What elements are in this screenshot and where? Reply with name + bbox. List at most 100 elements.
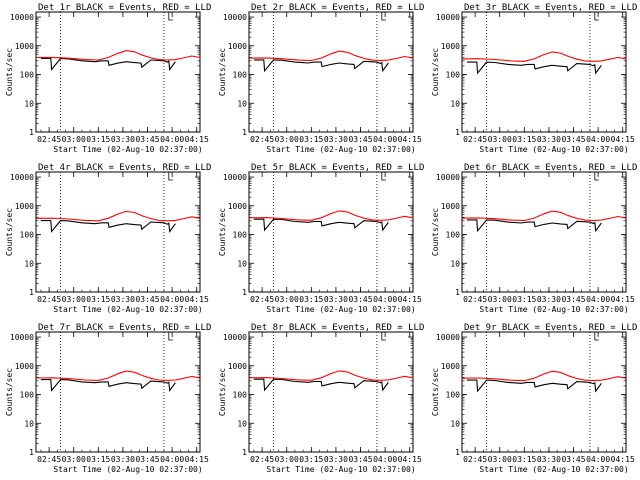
interval-marker	[168, 12, 173, 21]
y-tick-label: 10	[237, 419, 247, 428]
plot-frame	[248, 171, 414, 293]
x-tick-label: 03:45	[348, 135, 372, 144]
y-tick-label: 10000	[436, 333, 460, 342]
detector-panel-9: Det 9r BLACK = Events, RED = LLD 1 10 100 10…	[426, 320, 639, 480]
y-tick-label: 100	[20, 391, 35, 400]
interval-marker	[381, 332, 386, 341]
plot-frame	[461, 331, 627, 453]
detector-panel-1: Det 1r BLACK = Events, RED = LLD 1 10 100 10…	[0, 0, 213, 160]
panel-plot: Det 8r BLACK = Events, RED = LLD 1 10 100 10…	[218, 323, 424, 474]
interval-marker	[381, 12, 386, 21]
panel-title: Det 1r BLACK = Events, RED = LLD	[38, 3, 211, 13]
y-tick-label: 1	[242, 448, 247, 457]
interval-marker	[168, 172, 173, 181]
x-tick-label: 03:45	[561, 135, 585, 144]
x-axis-label: Start Time (02-Aug-10 02:37:00)	[53, 145, 202, 154]
series-line-lld	[248, 50, 414, 62]
y-axis-label: Counts/sec	[5, 208, 14, 256]
y-tick-label: 1	[455, 448, 460, 457]
y-tick-label: 10	[237, 99, 247, 108]
x-tick-label: 04:00	[586, 295, 610, 304]
series-line-events	[466, 61, 602, 75]
y-axis-label: Counts/sec	[218, 48, 227, 96]
x-tick-label: 03:30	[111, 455, 135, 464]
panel-plot: Det 3r BLACK = Events, RED = LLD 1 10 100 10…	[431, 3, 637, 154]
detector-panel-5: Det 5r BLACK = Events, RED = LLD 1 10 100 10…	[213, 160, 426, 320]
panel-title: Det 2r BLACK = Events, RED = LLD	[251, 3, 424, 13]
y-axis-label: Counts/sec	[431, 48, 440, 96]
y-tick-label: 10	[450, 99, 460, 108]
panel-title: Det 8r BLACK = Events, RED = LLD	[251, 323, 424, 333]
x-tick-label: 03:00	[62, 135, 86, 144]
y-axis-label: Counts/sec	[5, 48, 14, 96]
y-tick-label: 10000	[436, 173, 460, 182]
y-tick-label: 1	[242, 128, 247, 137]
panel-plot: Det 4r BLACK = Events, RED = LLD 1 10 100 10…	[5, 163, 211, 314]
x-tick-label: 04:15	[611, 295, 635, 304]
y-tick-label: 1	[29, 448, 34, 457]
x-tick-label: 03:45	[348, 295, 372, 304]
y-axis-label: Counts/sec	[5, 368, 14, 416]
y-tick-label: 10	[450, 259, 460, 268]
y-axis-label: Counts/sec	[218, 208, 227, 256]
y-tick-label: 10	[237, 259, 247, 268]
x-tick-label: 03:15	[512, 135, 536, 144]
panel-title: Det 6r BLACK = Events, RED = LLD	[464, 163, 637, 173]
y-tick-label: 10000	[223, 13, 247, 22]
interval-marker	[594, 12, 599, 21]
x-tick-label: 03:15	[299, 135, 323, 144]
detector-panel-8: Det 8r BLACK = Events, RED = LLD 1 10 100 10…	[213, 320, 426, 480]
y-tick-label: 100	[233, 391, 248, 400]
detector-panel-2: Det 2r BLACK = Events, RED = LLD 1 10 100 10…	[213, 0, 426, 160]
y-tick-label: 10000	[223, 173, 247, 182]
interval-marker	[168, 332, 173, 341]
x-tick-label: 04:15	[398, 455, 422, 464]
x-tick-label: 04:00	[160, 135, 184, 144]
y-axis-label: Counts/sec	[431, 208, 440, 256]
y-tick-label: 1000	[15, 42, 34, 51]
x-tick-label: 04:15	[398, 295, 422, 304]
x-tick-label: 03:30	[537, 455, 561, 464]
series-line-events	[40, 220, 176, 233]
x-axis-label: Start Time (02-Aug-10 02:37:00)	[479, 465, 628, 474]
x-tick-label: 02:45	[463, 295, 487, 304]
series-line-events	[466, 379, 602, 393]
y-tick-label: 100	[446, 71, 461, 80]
y-tick-label: 100	[20, 71, 35, 80]
x-axis-label: Start Time (02-Aug-10 02:37:00)	[479, 305, 628, 314]
y-tick-label: 100	[446, 391, 461, 400]
interval-marker	[381, 172, 386, 181]
x-tick-label: 03:30	[324, 295, 348, 304]
y-tick-label: 10000	[10, 13, 34, 22]
y-tick-label: 1	[455, 128, 460, 137]
x-tick-label: 03:00	[275, 135, 299, 144]
x-tick-label: 02:45	[250, 455, 274, 464]
series-line-lld	[35, 370, 201, 381]
detector-panel-3: Det 3r BLACK = Events, RED = LLD 1 10 100 10…	[426, 0, 639, 160]
x-axis-label: Start Time (02-Aug-10 02:37:00)	[266, 305, 415, 314]
x-axis-label: Start Time (02-Aug-10 02:37:00)	[53, 305, 202, 314]
y-tick-label: 1	[242, 288, 247, 297]
series-line-events	[40, 379, 176, 392]
x-tick-label: 04:00	[160, 455, 184, 464]
y-tick-label: 10000	[10, 333, 34, 342]
x-tick-label: 03:15	[512, 295, 536, 304]
plot-frame	[35, 11, 201, 133]
x-tick-label: 03:30	[111, 295, 135, 304]
series-line-lld	[35, 210, 201, 222]
y-tick-label: 1	[29, 288, 34, 297]
x-tick-label: 04:00	[373, 135, 397, 144]
x-tick-label: 03:45	[561, 455, 585, 464]
y-tick-label: 100	[233, 71, 248, 80]
x-tick-label: 03:45	[135, 295, 159, 304]
panel-plot: Det 1r BLACK = Events, RED = LLD 1 10 100 10…	[5, 3, 211, 154]
x-tick-label: 03:30	[537, 135, 561, 144]
y-tick-label: 100	[233, 231, 248, 240]
x-tick-label: 04:15	[185, 295, 209, 304]
panel-title: Det 5r BLACK = Events, RED = LLD	[251, 163, 424, 173]
series-line-lld	[35, 50, 201, 61]
x-tick-label: 04:00	[160, 295, 184, 304]
x-tick-label: 03:15	[86, 295, 110, 304]
detector-panel-4: Det 4r BLACK = Events, RED = LLD 1 10 100 10…	[0, 160, 213, 320]
y-tick-label: 1000	[15, 362, 34, 371]
